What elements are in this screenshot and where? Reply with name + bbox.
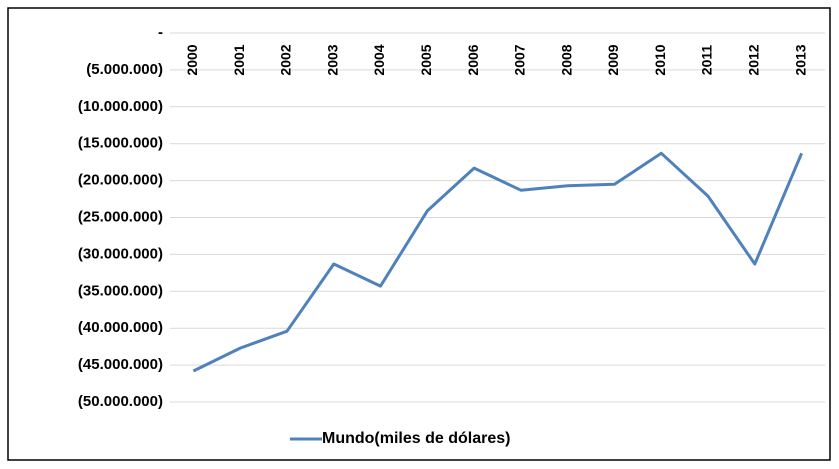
x-tick-label: 2009 — [605, 44, 621, 75]
x-tick-label: 2013 — [792, 44, 808, 75]
x-tick-label: 2001 — [231, 44, 247, 75]
y-tick-label: (40.000.000) — [78, 319, 163, 336]
x-tick-label: 2000 — [184, 44, 200, 75]
x-tick-label: 2006 — [465, 44, 481, 75]
legend-label: Mundo(miles de dólares) — [322, 430, 510, 447]
x-tick-label: 2011 — [699, 45, 715, 76]
x-tick-label: 2003 — [324, 44, 340, 75]
y-tick-label: - — [158, 24, 163, 41]
x-tick-label: 2012 — [746, 44, 762, 75]
y-tick-label: (15.000.000) — [78, 135, 163, 152]
y-tick-label: (20.000.000) — [78, 172, 163, 189]
y-tick-label: (35.000.000) — [78, 282, 163, 299]
y-tick-label: (30.000.000) — [78, 245, 163, 262]
y-tick-label: (45.000.000) — [78, 356, 163, 373]
x-tick-label: 2004 — [371, 44, 387, 75]
y-tick-label: (10.000.000) — [78, 98, 163, 115]
y-tick-label: (5.000.000) — [86, 61, 163, 78]
x-tick-label: 2005 — [418, 44, 434, 75]
x-tick-label: 2010 — [652, 44, 668, 75]
x-tick-label: 2007 — [512, 44, 528, 75]
x-tick-label: 2002 — [278, 44, 294, 75]
y-tick-label: (25.000.000) — [78, 208, 163, 225]
y-tick-label: (50.000.000) — [78, 393, 163, 410]
chart-border — [7, 7, 831, 461]
line-series — [192, 151, 803, 373]
x-tick-label: 2008 — [558, 44, 574, 75]
